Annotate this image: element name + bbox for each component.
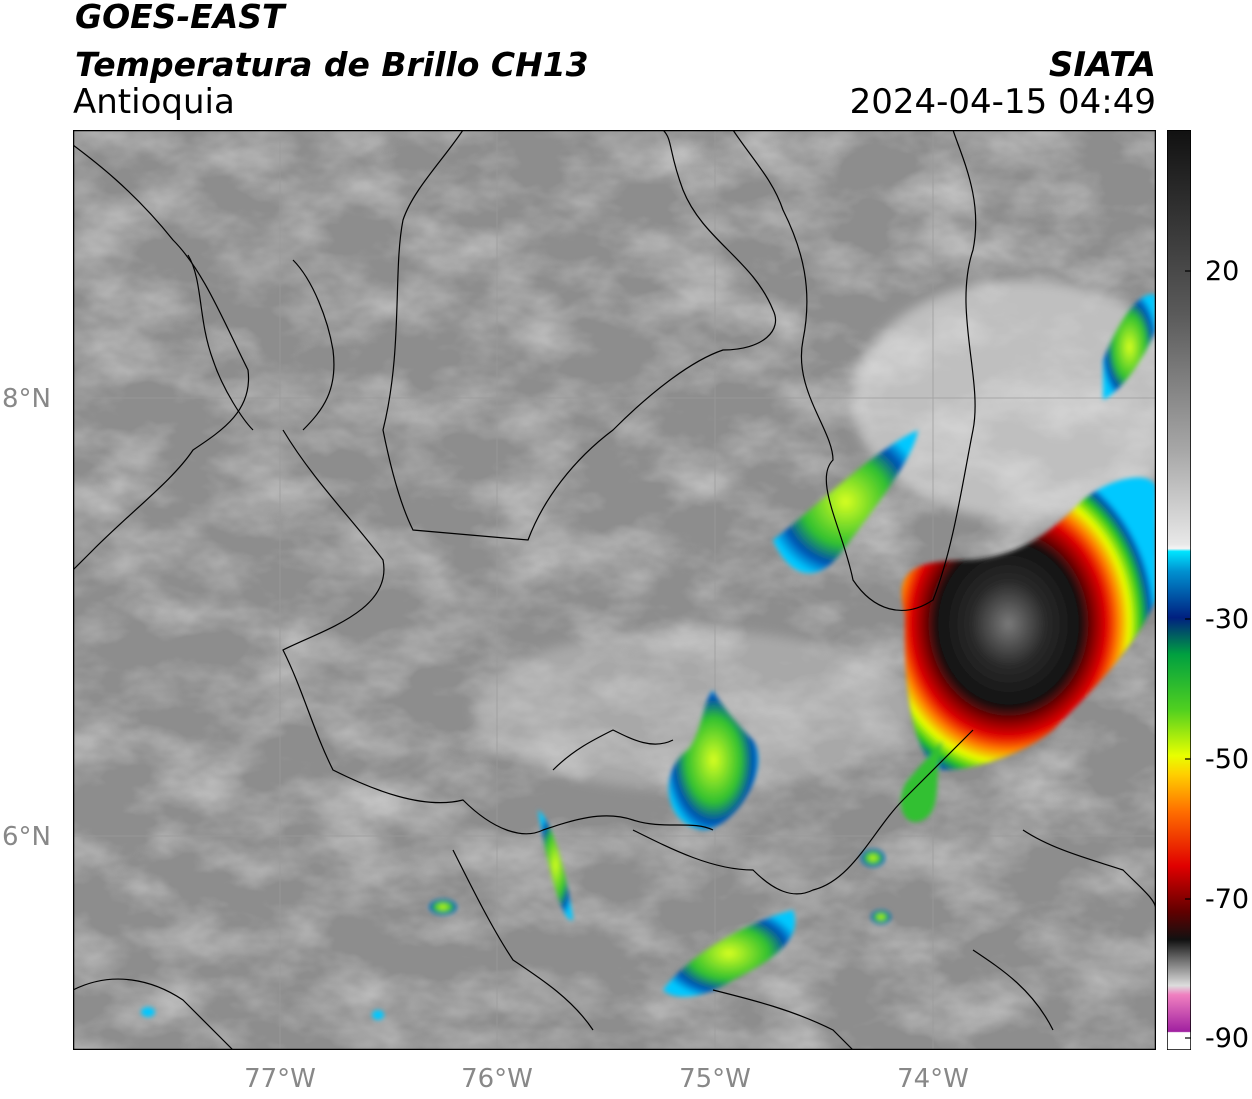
region-label: Antioquia (73, 82, 235, 122)
colorbar-tick-minus90: -90 (1205, 1023, 1250, 1054)
cell-south (663, 910, 795, 997)
cell-central (668, 690, 759, 830)
lon-tick-74w: 74°W (897, 1064, 969, 1094)
storm-system (901, 477, 1156, 770)
lon-tick-76w: 76°W (461, 1064, 533, 1094)
lon-tick-77w: 77°W (244, 1064, 316, 1094)
lat-tick-6n: 6°N (2, 822, 51, 852)
colorbar-tick-minus70: -70 (1205, 884, 1250, 915)
datetime-label: 2024-04-15 04:49 (849, 82, 1156, 122)
map-frame (73, 130, 1156, 1050)
cell-narrow (538, 810, 573, 921)
colorbar-tick-minus30: -30 (1205, 604, 1250, 635)
brand-label: SIATA (1048, 45, 1156, 85)
satellite-map (73, 130, 1156, 1050)
cell-northeast (773, 430, 918, 574)
satellite-title: GOES-EAST (75, 0, 285, 36)
cell-far-northeast (1103, 294, 1156, 400)
colorbar (1167, 130, 1191, 1050)
lat-tick-8n: 8°N (2, 384, 51, 414)
product-title: Temperatura de Brillo CH13 (75, 45, 589, 84)
coastline (73, 144, 250, 571)
colorbar-tick-minus50: -50 (1205, 744, 1250, 775)
political-boundaries (73, 130, 1156, 1050)
colorbar-tick-20: 20 (1205, 256, 1240, 287)
lon-tick-75w: 75°W (679, 1064, 751, 1094)
